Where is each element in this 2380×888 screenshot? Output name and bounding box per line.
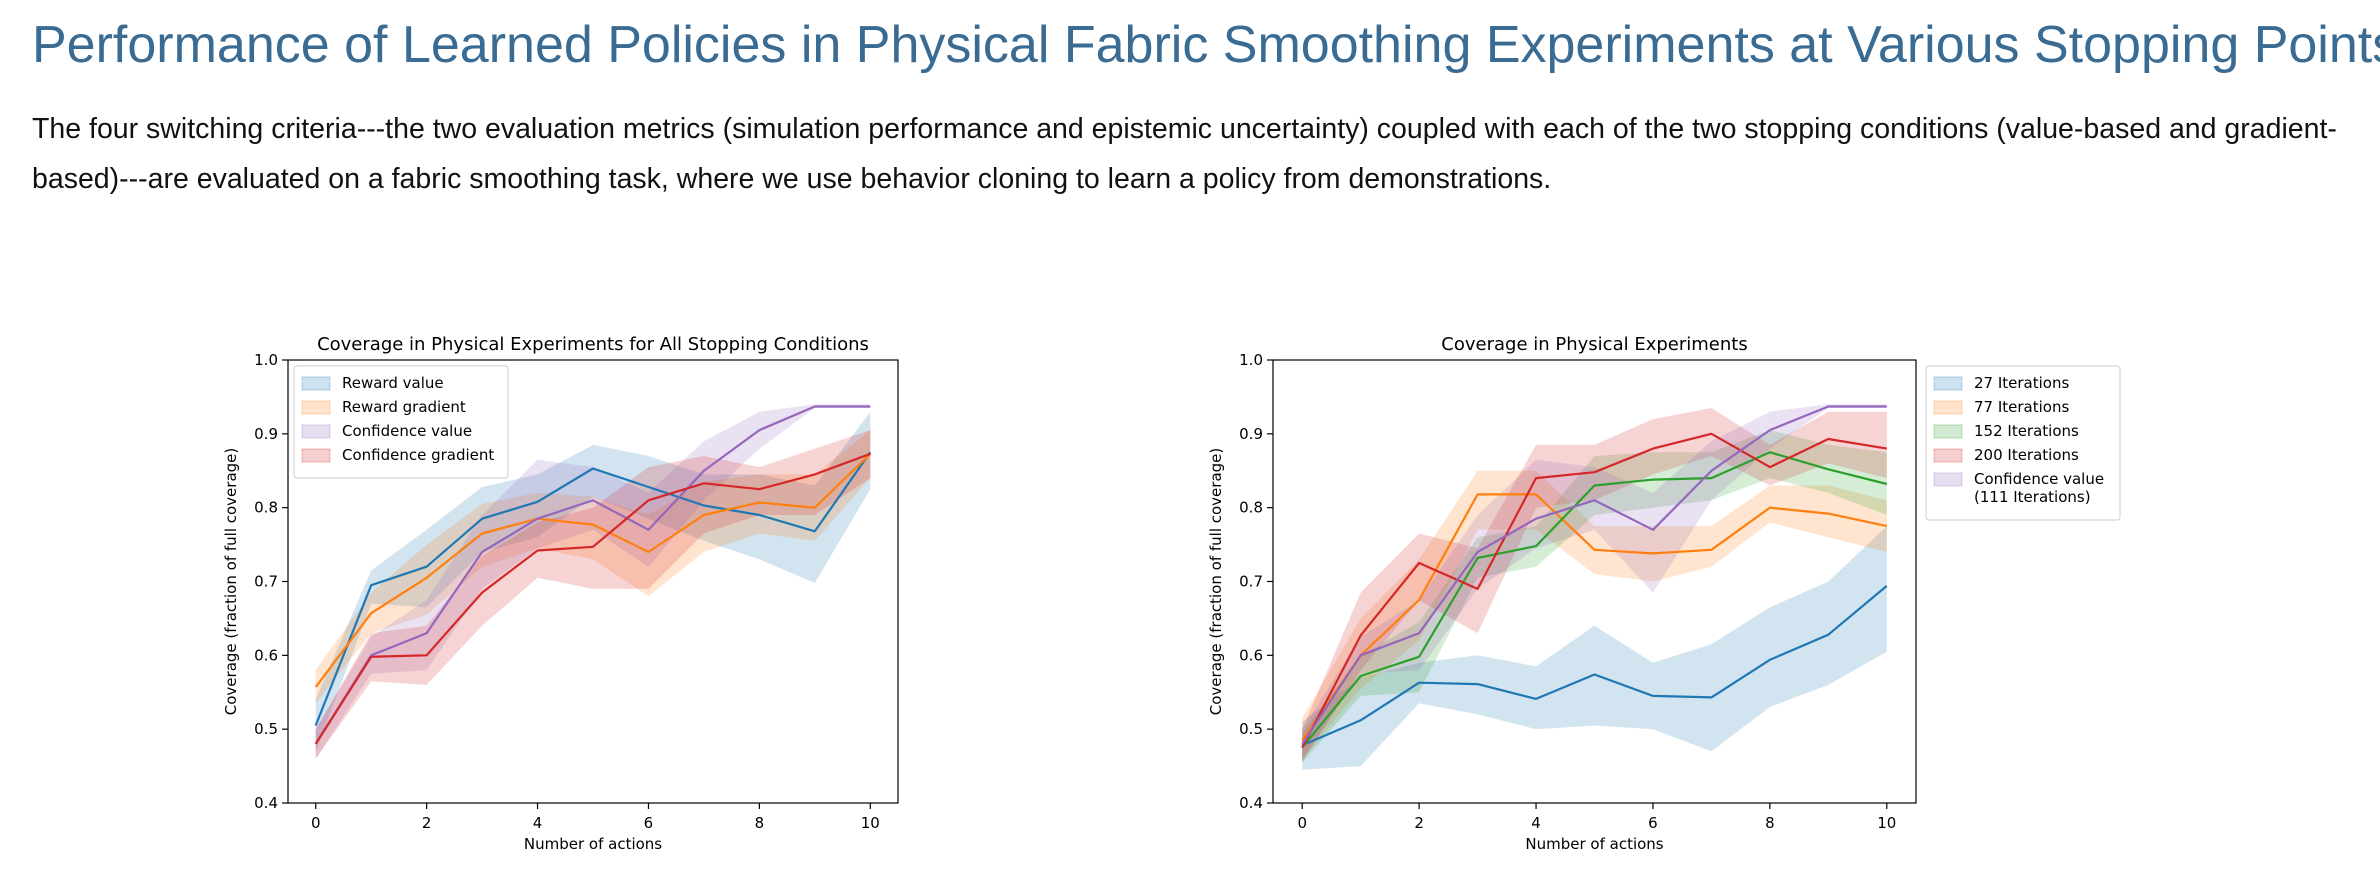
chart-title: Coverage in Physical Experiments [1441,334,1747,355]
x-tick-label: 8 [755,814,765,832]
series-line-reward-value [314,451,872,726]
chart-svg: 0 2 4 6 8 10 0.4 0.5 0.6 0.7 0.8 0.9 1.0 Coverage in … [222,334,899,853]
legend-swatch [1933,472,1963,487]
series-line-confidence-gradient [314,452,871,745]
legend-swatch [1933,424,1963,439]
page-title: Performance of Learned Policies in Physi… [32,16,2380,74]
x-axis-label: Number of actions [1525,835,1663,853]
band-77-iterations [1302,470,1887,759]
x-tick-label: 2 [422,814,432,832]
y-tick-label: 0.8 [254,499,278,517]
y-tick-label: 0.4 [254,794,278,812]
legend-label: Confidence value [342,422,472,440]
legend: 27 Iterations 77 Iterations 152 Iterations… [1925,365,2121,521]
band-200-iterations [1302,408,1887,763]
legend-swatch [301,424,331,439]
band-27-iterations [1302,526,1887,770]
legend-entry-confidence-value: Confidence value [301,422,472,440]
y-axis-label: Coverage (fraction of full coverage) [222,448,240,715]
x-tick-label: 4 [533,814,543,832]
page-description: The four switching criteria---the two ev… [32,113,2337,195]
x-tick-label: 10 [1877,814,1896,832]
chart-svg: 0 2 4 6 8 10 0.4 0.5 0.6 0.7 0.8 0.9 1.0 Coverage in … [1207,334,2121,853]
chart-iterations: 0 2 4 6 8 10 0.4 0.5 0.6 0.7 0.8 0.9 1.0 Coverage in … [1205,318,2150,868]
legend: Reward value Reward gradient Confidence va… [293,365,509,479]
y-tick-label: 1.0 [1239,351,1263,369]
legend-swatch [1933,400,1963,415]
series-line-27-iterations [1301,585,1888,747]
series-line-confidence-value [314,405,871,745]
band-confidence-value [315,404,871,759]
y-tick-label: 0.6 [1239,646,1263,664]
legend-entry-reward-gradient: Reward gradient [301,398,466,416]
legend-entry-confidence-gradient: Confidence gradient [301,446,494,464]
band-reward-gradient [315,430,871,704]
legend-swatch [301,448,331,463]
y-tick-label: 0.6 [254,646,278,664]
series-line-confidence-value-111-iterations [1301,405,1887,745]
y-tick-label: 0.5 [1239,720,1263,738]
chart-all-stopping-conditions: 0 2 4 6 8 10 0.4 0.5 0.6 0.7 0.8 0.9 1.0 Coverage in … [220,318,950,868]
legend-entry-confidence-value-111-iterations: Confidence value (111 Iterations) [1933,470,2104,506]
legend-label: Confidence value (111 Iterations) [1974,470,2104,506]
band-152-iterations [1302,430,1887,763]
legend-label: 77 Iterations [1974,398,2069,416]
legend-entry-27-iterations: 27 Iterations [1933,374,2069,392]
y-tick-label: 0.7 [1239,573,1263,591]
series-line-77-iterations [1301,493,1888,741]
legend-label: Reward gradient [342,398,466,416]
legend-swatch [1933,376,1963,391]
legend-frame [293,365,509,479]
legend-entry-77-iterations: 77 Iterations [1933,398,2069,416]
x-tick-label: 8 [1765,814,1775,832]
legend-label: Reward value [342,374,444,392]
legend-entry-152-iterations: 152 Iterations [1933,422,2079,440]
legend-entry-200-iterations: 200 Iterations [1933,446,2079,464]
legend-frame [1925,365,2121,521]
y-tick-label: 0.7 [254,573,278,591]
band-confidence-value-111-iterations [1302,404,1887,759]
legend-label: 200 Iterations [1974,446,2079,464]
x-tick-label: 6 [644,814,654,832]
y-tick-label: 0.8 [1239,499,1263,517]
x-axis-label: Number of actions [524,835,662,853]
legend-entry-reward-value: Reward value [301,374,444,392]
y-tick-label: 0.4 [1239,794,1263,812]
x-tick-label: 0 [1297,814,1307,832]
series-line-reward-gradient [314,453,872,688]
legend-swatch [1933,448,1963,463]
band-confidence-gradient [315,430,871,759]
x-tick-label: 10 [861,814,880,832]
y-tick-label: 0.5 [254,720,278,738]
legend-label: 27 Iterations [1974,374,2069,392]
y-tick-label: 1.0 [254,351,278,369]
x-tick-label: 2 [1414,814,1424,832]
band-reward-value [315,411,871,752]
chart-title: Coverage in Physical Experiments for All… [317,334,869,355]
y-axis-label: Coverage (fraction of full coverage) [1207,448,1225,715]
legend-swatch [301,376,331,391]
y-tick-label: 0.9 [254,425,278,443]
series-line-200-iterations [1301,432,1887,749]
y-tick-label: 0.9 [1239,425,1263,443]
x-tick-label: 0 [311,814,321,832]
x-tick-label: 6 [1648,814,1658,832]
legend-label: 152 Iterations [1974,422,2079,440]
legend-swatch [301,400,331,415]
legend-label: Confidence gradient [342,446,494,464]
x-tick-label: 4 [1531,814,1541,832]
